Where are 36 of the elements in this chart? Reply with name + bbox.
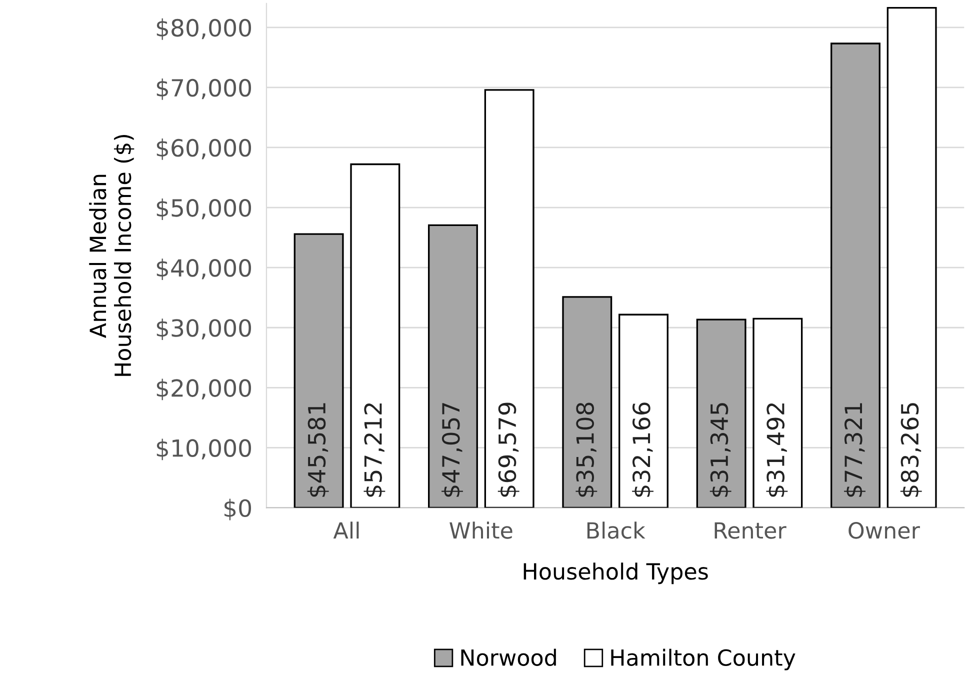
bar bbox=[562, 296, 612, 508]
data-label: $83,265 bbox=[900, 403, 922, 497]
y-tick-label: $10,000 bbox=[156, 438, 252, 460]
data-label: $57,212 bbox=[364, 403, 386, 497]
y-tick-label: $30,000 bbox=[156, 318, 252, 340]
y-tick-label: $20,000 bbox=[156, 378, 252, 400]
y-axis-title: Annual Median Household Income ($) bbox=[89, 134, 134, 376]
bar bbox=[428, 224, 478, 508]
y-tick-label: $70,000 bbox=[156, 78, 252, 100]
y-tick-label: $0 bbox=[224, 498, 252, 520]
bar bbox=[294, 233, 344, 508]
y-tick-label: $40,000 bbox=[156, 258, 252, 280]
bar bbox=[484, 89, 534, 508]
data-label: $69,579 bbox=[498, 402, 520, 497]
data-label: $31,345 bbox=[710, 403, 732, 497]
bar bbox=[696, 318, 746, 508]
data-label: $32,166 bbox=[632, 402, 654, 497]
x-tick-label: White bbox=[450, 522, 512, 539]
bar bbox=[350, 163, 400, 508]
x-tick-label: Black bbox=[587, 522, 646, 539]
data-label: $77,321 bbox=[844, 403, 866, 497]
bar bbox=[752, 318, 803, 508]
y-tick-label: $50,000 bbox=[156, 198, 252, 220]
data-label: $47,057 bbox=[442, 403, 463, 497]
x-tick-label: Renter bbox=[714, 522, 786, 539]
legend-label: Hamilton County bbox=[611, 648, 796, 670]
y-tick-label: $80,000 bbox=[156, 18, 252, 40]
bar bbox=[618, 314, 668, 508]
x-tick-label: Owner bbox=[848, 522, 920, 539]
data-label: $31,492 bbox=[766, 403, 788, 497]
data-label: $45,581 bbox=[307, 403, 329, 497]
data-label: $35,108 bbox=[576, 402, 598, 497]
y-tick-label: $60,000 bbox=[156, 138, 252, 160]
x-tick-label: All bbox=[333, 522, 359, 539]
x-axis-title: Household Types bbox=[524, 562, 708, 584]
legend-label: Norwood bbox=[461, 648, 556, 666]
